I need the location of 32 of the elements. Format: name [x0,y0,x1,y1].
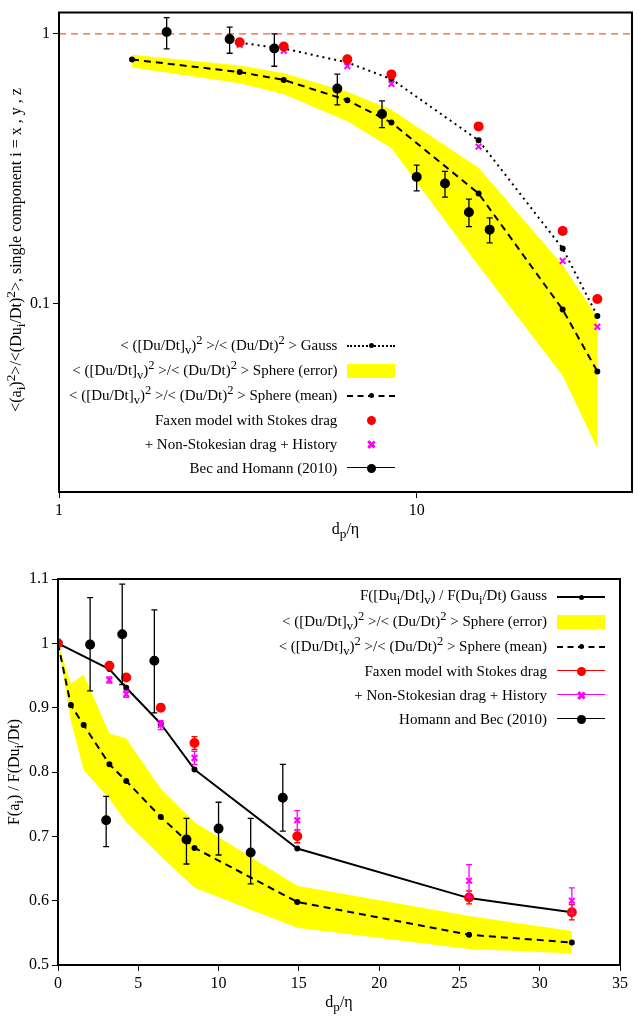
legend-label: < ([Du/Dt]$_{v}$)$^{2}$ >/< (Du/Dt)$^{2}$ > Sphere (error) [280,609,548,634]
y-tick-label: 0.8 [29,762,49,780]
y-tick-label: 0.9 [29,697,49,715]
legend-label: + Non-Stokesian drag + History [353,685,548,705]
legend-label: Bec and Homann (2010) [188,458,339,478]
x-tick-label: 10 [408,500,425,518]
x-tick-label: 25 [451,973,468,991]
legend-label: F([Du$_{i}$/Dt]$_{v}$) / F(Du$_{i}$/Dt) Gauss [359,585,548,609]
y-tick-label: 1 [42,24,50,42]
x-tick-label: 10 [210,973,227,991]
y-tick-label: 1 [41,633,49,651]
x-tick-label: 35 [612,973,628,991]
x-tick-label: 15 [290,973,307,991]
legend-label: < ([Du/Dt]$_{v}$)$^{2}$ >/< (Du/Dt)$^{2}$ > Gauss [119,333,339,358]
x-tick-label: 5 [134,973,143,991]
legend-label: Faxen model with Stokes drag [153,410,339,430]
legend-label: < ([Du/Dt]$_{v}$)$^{2}$ >/< (Du/Dt)$^{2}$ > Sphere (mean) [68,383,339,408]
legend-label: < ([Du/Dt]$_{v}$)$^{2}$ >/< (Du/Dt)$^{2}$ > Sphere (error) [71,358,339,383]
x-axis-title: d$_{p}$/η [324,993,354,1016]
x-tick-label: 30 [531,973,548,991]
x-axis-title: d$_{p}$/η [330,520,361,543]
x-tick-label: 20 [371,973,388,991]
y-tick-label: 1.1 [29,569,49,587]
legend-label: Homann and Bec (2010) [398,709,548,729]
legend-label: Faxen model with Stokes drag [363,661,548,681]
y-tick-label: 0.1 [30,293,50,311]
y-tick-label: 0.7 [29,826,49,844]
legend-label: < ([Du/Dt]$_{v}$)$^{2}$ >/< (Du/Dt)$^{2}$ > Sphere (mean) [277,634,548,659]
y-tick-label: 0.5 [29,955,49,973]
legend-label: + Non-Stokesian drag + History [143,434,339,454]
y-tick-label: 0.6 [29,890,49,908]
x-tick-label: 0 [54,973,62,991]
